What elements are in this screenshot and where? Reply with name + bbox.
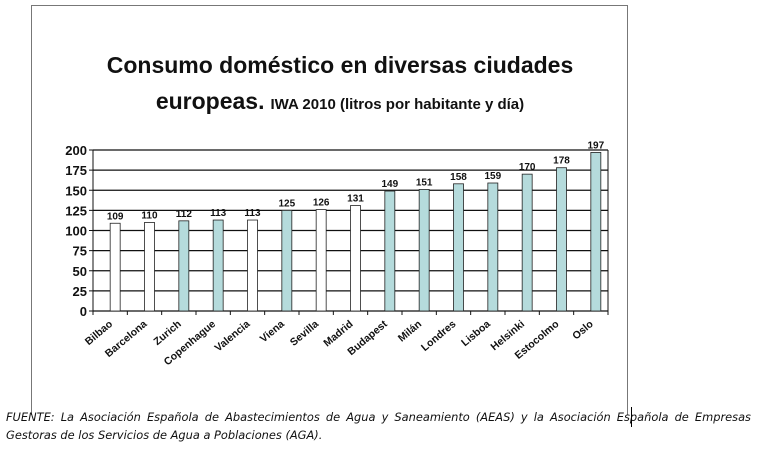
chart-title-line2: europeas. IWA 2010 (litros por habitante … — [0, 88, 680, 115]
data-label: 110 — [141, 210, 158, 221]
bar — [315, 209, 327, 312]
data-label: 113 — [210, 208, 227, 219]
data-label: 126 — [313, 198, 330, 209]
data-label: 197 — [587, 140, 604, 151]
bar — [556, 167, 567, 312]
bar — [350, 205, 361, 312]
text-cursor — [631, 407, 632, 427]
y-tick-label: 125 — [65, 203, 87, 218]
data-label: 149 — [381, 179, 398, 190]
bar — [212, 219, 224, 312]
y-tick-label: 0 — [80, 304, 87, 319]
data-label: 158 — [450, 172, 467, 183]
data-label: 151 — [416, 177, 433, 188]
data-label: 109 — [107, 211, 124, 222]
y-tick-label: 200 — [65, 143, 87, 158]
bar — [487, 182, 499, 312]
chart-frame — [31, 5, 628, 415]
y-tick-label: 175 — [65, 163, 87, 178]
chart-title-cont: europeas. — [155, 88, 265, 114]
bar — [281, 209, 293, 312]
chart-title: Consumo doméstico en diversas ciudades — [106, 52, 574, 78]
x-tick-label: Oslo — [570, 318, 596, 342]
x-tick-label: Viena — [258, 318, 287, 345]
y-tick-label: 50 — [73, 264, 87, 279]
x-tick-label: Sevilla — [288, 318, 321, 349]
x-tick-label: Milán — [396, 318, 424, 344]
bar — [384, 190, 396, 312]
data-label: 113 — [244, 208, 261, 219]
data-label: 159 — [484, 171, 501, 182]
bar — [521, 173, 533, 312]
source-footnote: FUENTE: La Asociación Española de Abaste… — [6, 410, 751, 442]
x-tick-label: Valencia — [213, 318, 253, 354]
bar — [109, 222, 121, 312]
bar — [418, 189, 430, 312]
bar — [590, 152, 602, 312]
data-label: 170 — [519, 162, 536, 173]
x-tick-label: Londres — [419, 318, 459, 354]
y-tick-label: 75 — [73, 244, 87, 259]
bar — [144, 222, 155, 312]
data-label: 131 — [347, 194, 364, 205]
chart-subtitle: IWA 2010 (litros por habitante y día) — [270, 96, 525, 113]
y-tick-label: 150 — [65, 183, 87, 198]
bar — [178, 220, 190, 312]
data-label: 125 — [278, 198, 295, 209]
y-tick-label: 100 — [65, 224, 87, 239]
y-tick-label: 25 — [73, 284, 87, 299]
bar — [247, 219, 258, 312]
bar — [453, 183, 464, 312]
data-label: 178 — [553, 156, 570, 167]
data-label: 112 — [176, 209, 193, 220]
